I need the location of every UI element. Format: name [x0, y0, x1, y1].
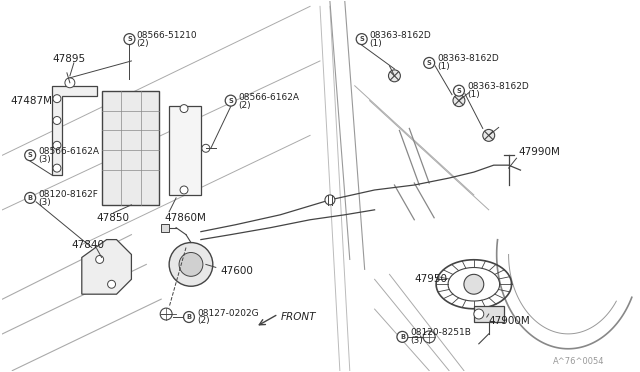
- Text: (1): (1): [370, 39, 382, 48]
- Text: B: B: [400, 334, 405, 340]
- Polygon shape: [82, 240, 131, 294]
- Text: (3): (3): [410, 336, 423, 345]
- Circle shape: [179, 253, 203, 276]
- Bar: [169, 106, 201, 195]
- Text: A^76^0054: A^76^0054: [553, 357, 605, 366]
- Text: (2): (2): [136, 39, 149, 48]
- Text: 08566-6162A: 08566-6162A: [38, 147, 99, 156]
- Text: (1): (1): [437, 62, 450, 71]
- Text: (2): (2): [239, 101, 252, 110]
- Circle shape: [388, 70, 401, 82]
- Polygon shape: [52, 86, 97, 175]
- Bar: [102, 91, 159, 205]
- Text: 47850: 47850: [97, 213, 130, 223]
- Circle shape: [25, 192, 36, 203]
- Circle shape: [202, 144, 210, 152]
- Circle shape: [53, 164, 61, 172]
- Text: 08363-8162D: 08363-8162D: [467, 82, 529, 91]
- Text: (3): (3): [38, 198, 51, 207]
- Text: 08120-8162F: 08120-8162F: [38, 190, 98, 199]
- Text: S: S: [456, 88, 461, 94]
- Text: S: S: [359, 36, 364, 42]
- Circle shape: [96, 256, 104, 263]
- Circle shape: [397, 331, 408, 342]
- Circle shape: [325, 195, 335, 205]
- Text: S: S: [127, 36, 132, 42]
- Circle shape: [356, 33, 367, 45]
- Circle shape: [53, 141, 61, 149]
- Circle shape: [483, 129, 495, 141]
- Text: 47990M: 47990M: [518, 147, 561, 157]
- Text: S: S: [427, 60, 431, 66]
- Circle shape: [424, 57, 435, 68]
- Circle shape: [184, 312, 195, 323]
- Text: 08566-6162A: 08566-6162A: [239, 93, 300, 102]
- Text: (2): (2): [197, 317, 209, 326]
- Circle shape: [53, 116, 61, 125]
- Text: 47950: 47950: [414, 274, 447, 284]
- Text: B: B: [28, 195, 33, 201]
- Text: 47900M: 47900M: [489, 316, 531, 326]
- Text: S: S: [28, 152, 33, 158]
- Text: 08120-8251B: 08120-8251B: [410, 328, 471, 337]
- Circle shape: [65, 78, 75, 88]
- Text: 08566-51210: 08566-51210: [136, 31, 197, 40]
- Circle shape: [180, 105, 188, 113]
- Text: 08363-8162D: 08363-8162D: [437, 54, 499, 64]
- Text: 08363-8162D: 08363-8162D: [370, 31, 431, 40]
- Circle shape: [180, 186, 188, 194]
- Polygon shape: [474, 306, 504, 322]
- Circle shape: [453, 95, 465, 107]
- Circle shape: [423, 331, 435, 343]
- Text: 47860M: 47860M: [164, 213, 206, 223]
- Circle shape: [464, 274, 484, 294]
- Text: 08127-0202G: 08127-0202G: [197, 308, 259, 318]
- Text: (1): (1): [467, 90, 479, 99]
- Text: 47600: 47600: [221, 266, 253, 276]
- Circle shape: [169, 243, 213, 286]
- Circle shape: [160, 308, 172, 320]
- Circle shape: [25, 150, 36, 161]
- Circle shape: [454, 85, 465, 96]
- Text: 47487M: 47487M: [10, 96, 52, 106]
- Text: (3): (3): [38, 155, 51, 164]
- Circle shape: [53, 95, 61, 103]
- Text: B: B: [186, 314, 191, 320]
- Text: S: S: [228, 97, 233, 104]
- Circle shape: [225, 95, 236, 106]
- Bar: [161, 224, 169, 232]
- Circle shape: [108, 280, 116, 288]
- Text: 47895: 47895: [52, 54, 85, 64]
- Text: 47840: 47840: [72, 240, 105, 250]
- Circle shape: [124, 33, 135, 45]
- Circle shape: [474, 309, 484, 319]
- Text: FRONT: FRONT: [280, 312, 316, 322]
